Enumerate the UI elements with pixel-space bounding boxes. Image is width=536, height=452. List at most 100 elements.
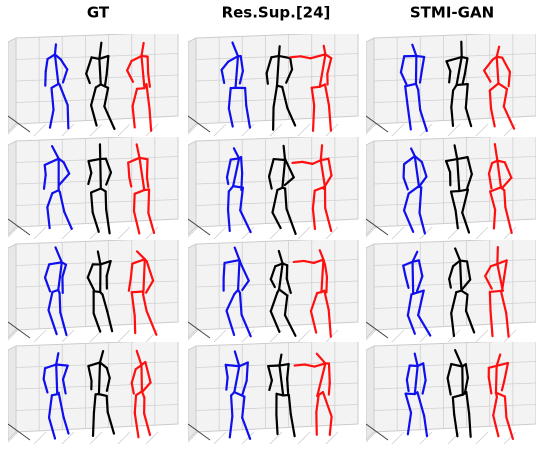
bone <box>60 293 61 312</box>
bone <box>321 145 322 160</box>
panel <box>0 238 178 350</box>
bone <box>56 365 67 366</box>
bone <box>313 105 314 130</box>
bone <box>279 364 288 365</box>
bone <box>312 87 320 88</box>
floor-line <box>384 432 404 452</box>
bone <box>292 162 302 163</box>
bone <box>321 159 329 160</box>
bone <box>295 365 305 366</box>
bone <box>99 362 100 394</box>
panel-content <box>178 340 358 452</box>
panel-content <box>0 340 178 452</box>
panel <box>178 238 358 350</box>
bone <box>135 316 136 333</box>
bone <box>466 295 467 311</box>
bone <box>233 186 243 188</box>
column-header: Res.Sup.[24] <box>222 4 331 22</box>
bone <box>227 177 228 184</box>
bone <box>45 165 46 175</box>
floor-line <box>110 432 130 452</box>
panel-content <box>178 238 358 350</box>
bone <box>279 46 280 56</box>
panel-content <box>0 32 178 144</box>
panel <box>178 32 358 144</box>
bone <box>413 262 414 294</box>
bone <box>143 259 144 291</box>
bone <box>326 277 327 293</box>
side-wall <box>8 244 16 338</box>
side-wall <box>8 346 16 440</box>
panel-content <box>0 238 178 350</box>
panel <box>356 32 536 144</box>
side-wall <box>8 38 16 132</box>
panel <box>356 238 536 350</box>
bone <box>44 368 45 379</box>
floor-line <box>26 432 46 452</box>
panel <box>356 135 536 247</box>
bone <box>68 105 69 128</box>
bone <box>267 73 268 83</box>
floor-line <box>206 432 226 452</box>
panel-grid <box>0 32 536 452</box>
bone <box>494 210 495 229</box>
bone <box>496 366 497 393</box>
bone <box>238 260 239 290</box>
panel-content <box>0 135 178 247</box>
side-wall <box>188 244 196 338</box>
bone <box>137 88 144 89</box>
bone <box>287 364 289 379</box>
bone <box>148 57 149 74</box>
bone <box>134 194 135 211</box>
panel-content <box>356 340 536 452</box>
bone <box>92 57 100 59</box>
floor-line <box>318 432 338 452</box>
bone <box>148 189 149 212</box>
side-wall <box>366 141 374 235</box>
floor-line <box>412 432 432 452</box>
bone <box>460 261 461 291</box>
side-wall <box>366 244 374 338</box>
panel-content <box>178 32 358 144</box>
bone <box>147 159 148 177</box>
bone <box>147 177 148 187</box>
panel-content <box>356 238 536 350</box>
panel <box>0 135 178 247</box>
panel <box>356 340 536 452</box>
floor-line <box>234 432 254 452</box>
side-wall <box>366 346 374 440</box>
bone <box>241 157 242 173</box>
bone <box>457 84 468 85</box>
panel <box>178 340 358 452</box>
bone <box>329 364 330 383</box>
bone <box>228 191 229 209</box>
bone <box>294 261 304 262</box>
bone <box>449 71 450 82</box>
bone <box>497 247 498 264</box>
bone <box>284 146 285 160</box>
figure: GT Res.Sup.[24] STMI-GAN <box>0 0 536 452</box>
bone <box>107 396 108 412</box>
bone <box>240 293 242 315</box>
floor-line <box>262 432 282 452</box>
bone <box>100 159 101 189</box>
bone <box>469 413 471 436</box>
bone <box>135 395 136 413</box>
bone <box>226 377 227 389</box>
bone <box>132 291 144 292</box>
bone <box>453 397 454 414</box>
floor-line <box>54 432 74 452</box>
bone <box>285 188 286 208</box>
bone <box>287 379 288 393</box>
bone <box>290 56 300 57</box>
bone <box>93 413 94 436</box>
bone <box>504 190 505 207</box>
bone <box>99 59 100 85</box>
panel-content <box>356 135 536 247</box>
bone <box>245 88 246 106</box>
bone <box>224 263 225 278</box>
side-wall <box>188 38 196 132</box>
panel-content <box>356 32 536 144</box>
side-wall <box>8 141 16 235</box>
bone <box>56 365 57 395</box>
